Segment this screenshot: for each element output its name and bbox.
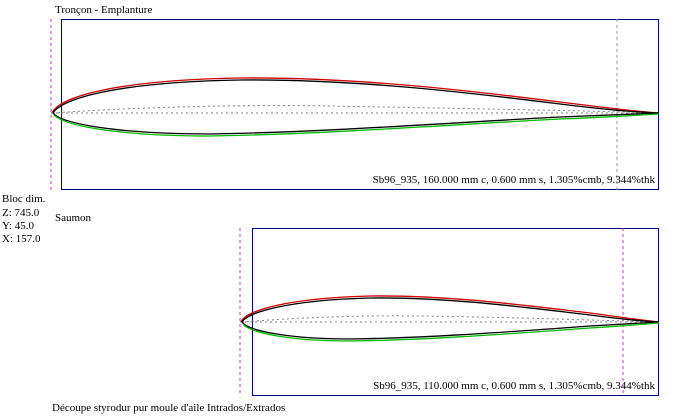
root-mean-line [52, 104, 660, 114]
bloc-dim-title: Bloc dim. [2, 193, 46, 205]
bloc-dim-z: Z: 745.0 [2, 207, 40, 219]
tip-mean-line [241, 315, 660, 323]
root-profile-info: Sb96_935, 160.000 mm c, 0.600 mm s, 1.30… [372, 174, 655, 186]
tip-extrados [241, 297, 660, 323]
tip-section-title: Saumon [55, 212, 92, 224]
root-extrados [52, 79, 660, 114]
root-section-title: Tronçon - Emplanture [55, 4, 153, 16]
tip-profile-panel: Sb96_935, 110.000 mm c, 0.600 mm s, 1.30… [252, 228, 659, 396]
root-extrados-red [51, 77, 660, 114]
footer-status: Découpe styrodur pur moule d'aile Intrad… [52, 402, 286, 414]
tip-intrados-green [242, 322, 660, 342]
root-intrados-green [53, 113, 660, 137]
root-intrados [52, 112, 660, 135]
tip-extrados-red [240, 295, 660, 323]
bloc-dim-x: X: 157.0 [2, 233, 41, 245]
bloc-dim-y: Y: 45.0 [2, 220, 34, 232]
tip-profile-info: Sb96_935, 110.000 mm c, 0.600 mm s, 1.30… [373, 380, 655, 392]
tip-intrados [241, 321, 660, 340]
